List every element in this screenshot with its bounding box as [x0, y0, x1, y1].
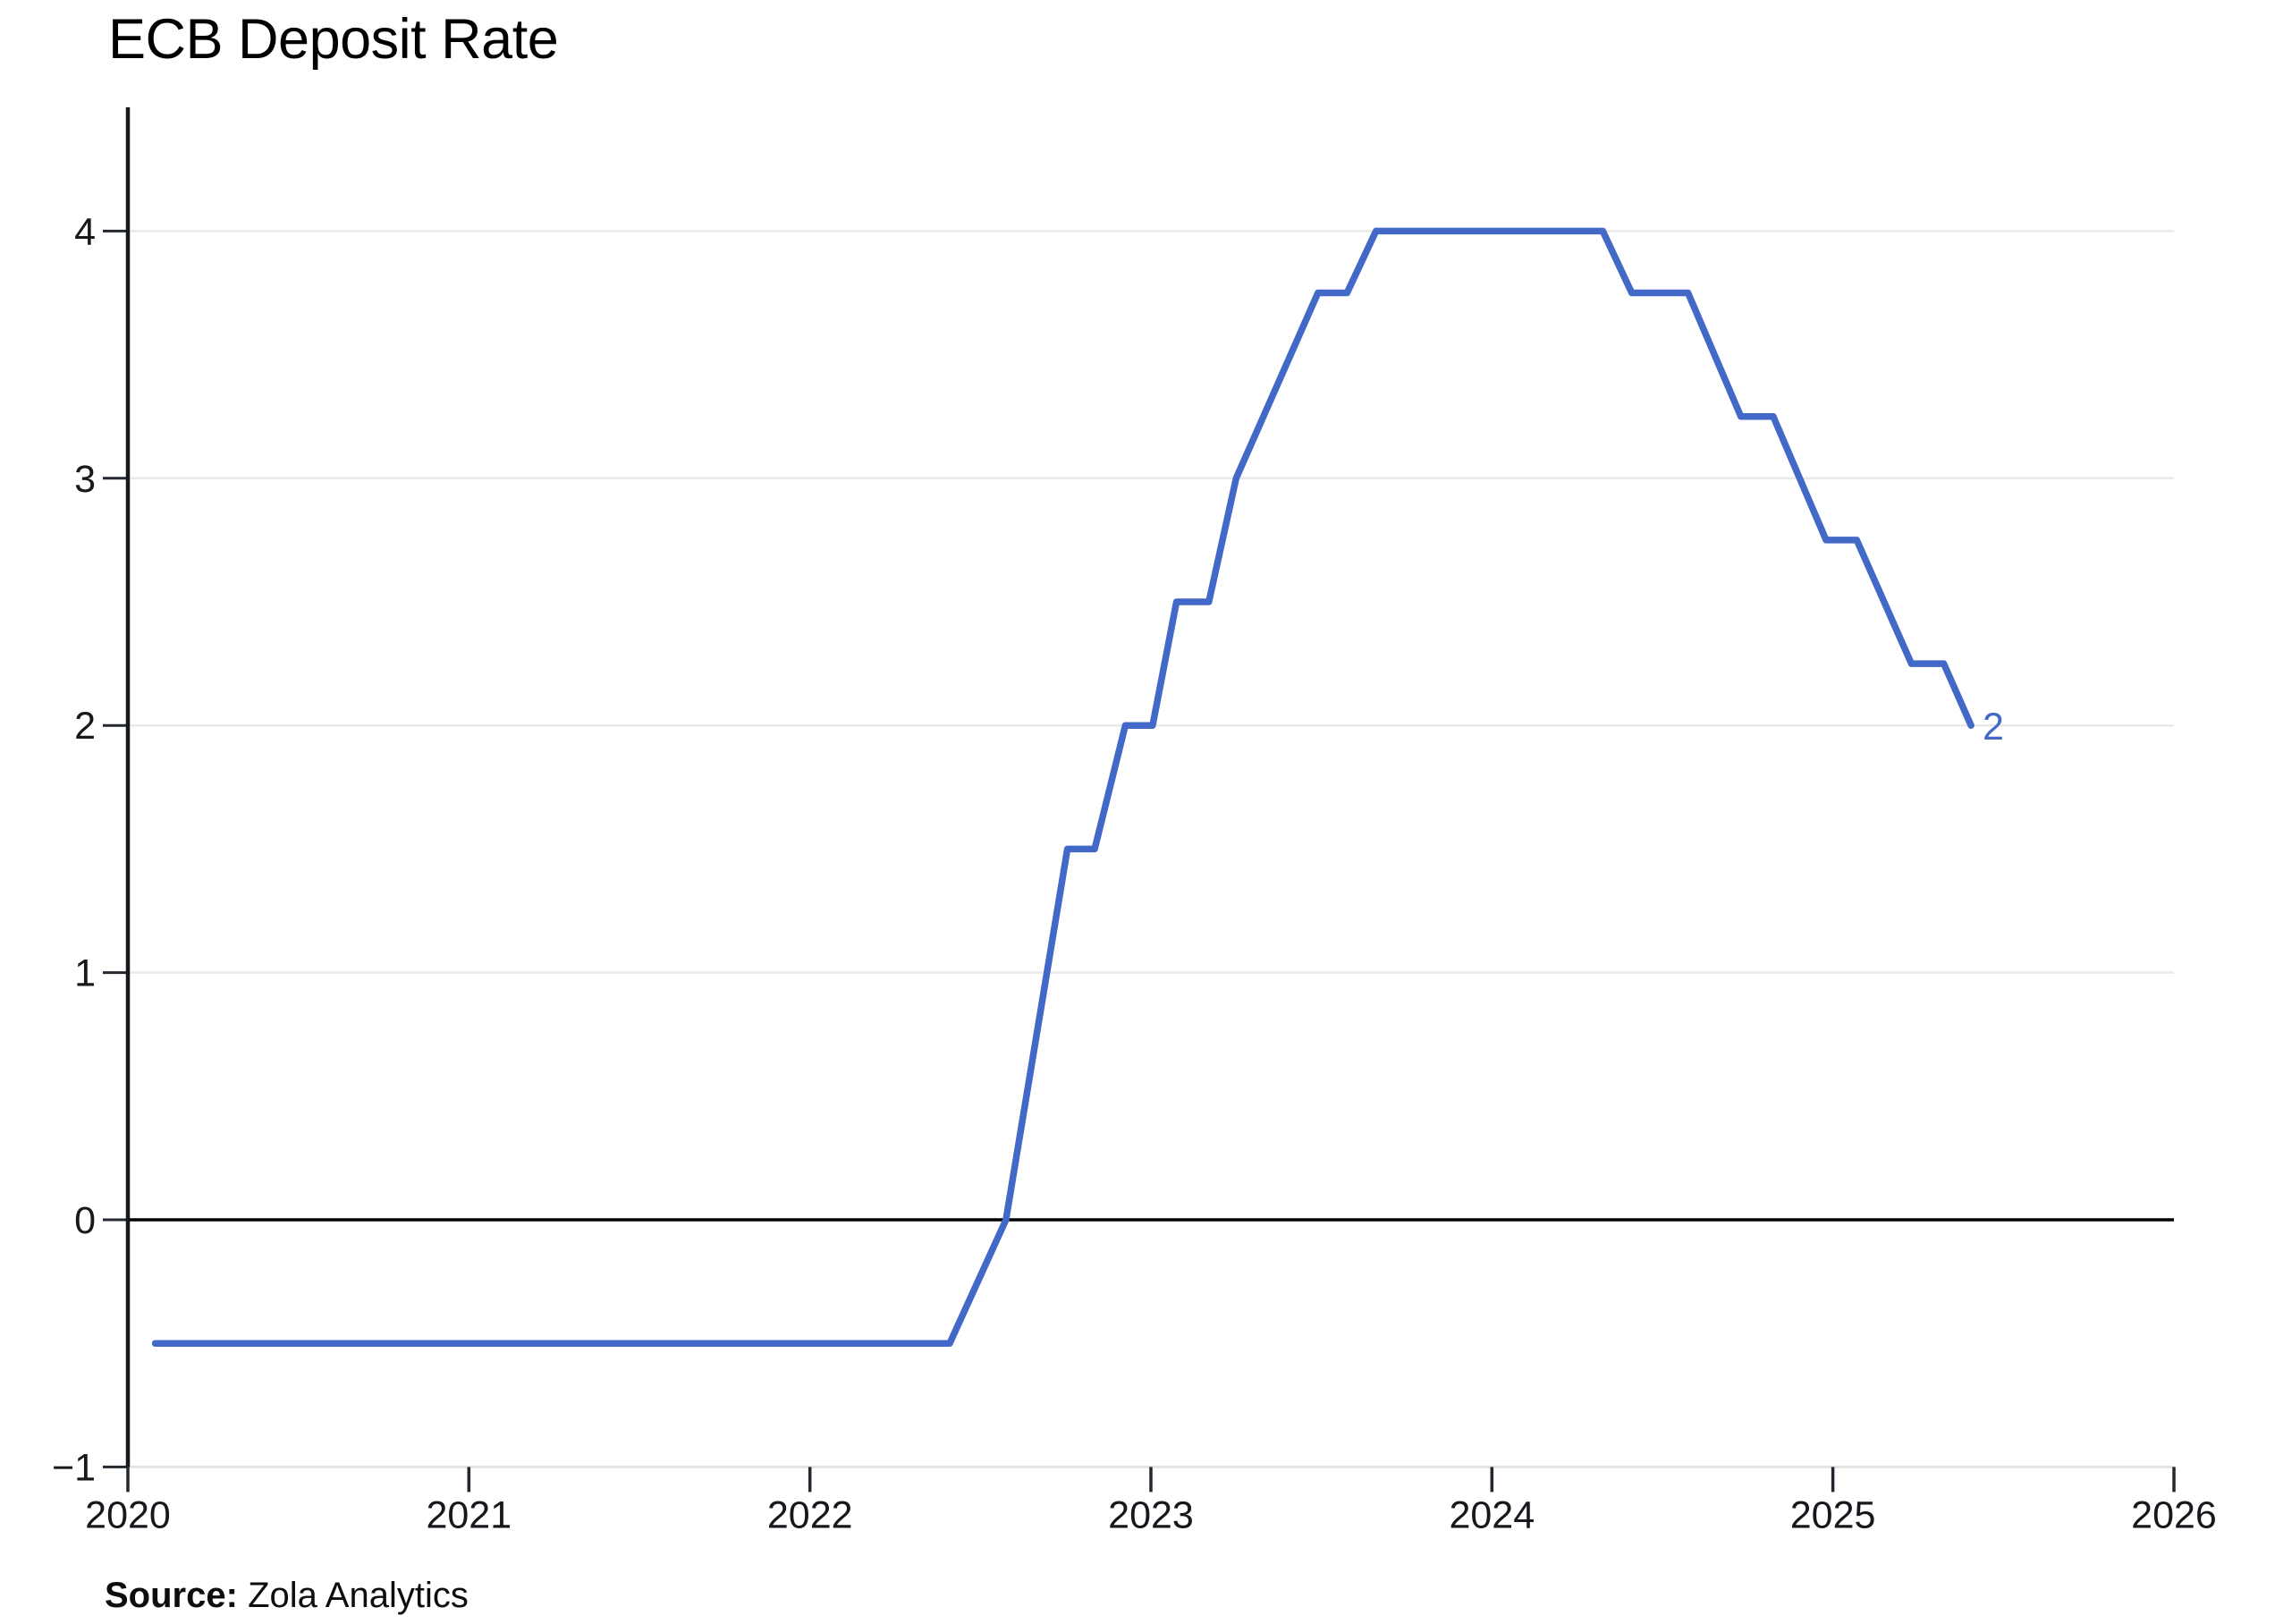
source-text: Zola Analytics — [248, 1576, 469, 1615]
series-layer — [151, 227, 1975, 1347]
y-tick-label-3: 3 — [74, 458, 96, 501]
deposit-rate-line — [151, 227, 1975, 1347]
y-tick-label-1: 1 — [74, 952, 96, 995]
x-tick-label-2020: 2020 — [85, 1493, 171, 1536]
tick-labels-layer: −1 0 1 2 3 4 2020 2021 2022 2023 2024 2025 2026 — [52, 210, 2217, 1536]
y-tick-label-0: 0 — [74, 1199, 96, 1242]
source-line: Source: Zola Analytics — [105, 1576, 469, 1615]
axes-layer — [103, 107, 2176, 1493]
x-tick-label-2023: 2023 — [1108, 1493, 1194, 1536]
gridlines-layer — [128, 230, 2174, 1468]
x-tick-label-2021: 2021 — [426, 1493, 512, 1536]
y-tick-label--1: −1 — [52, 1446, 96, 1489]
y-tick-label-4: 4 — [74, 210, 96, 253]
x-tick-label-2024: 2024 — [1449, 1493, 1535, 1536]
end-value-label: 2 — [1983, 706, 2004, 749]
x-tick-label-2022: 2022 — [767, 1493, 853, 1536]
x-tick-label-2026: 2026 — [2131, 1493, 2217, 1536]
y-tick-label-2: 2 — [74, 705, 96, 748]
source-prefix: Source: — [105, 1576, 238, 1615]
x-tick-label-2025: 2025 — [1790, 1493, 1876, 1536]
chart-title: ECB Deposit Rate — [108, 8, 559, 71]
